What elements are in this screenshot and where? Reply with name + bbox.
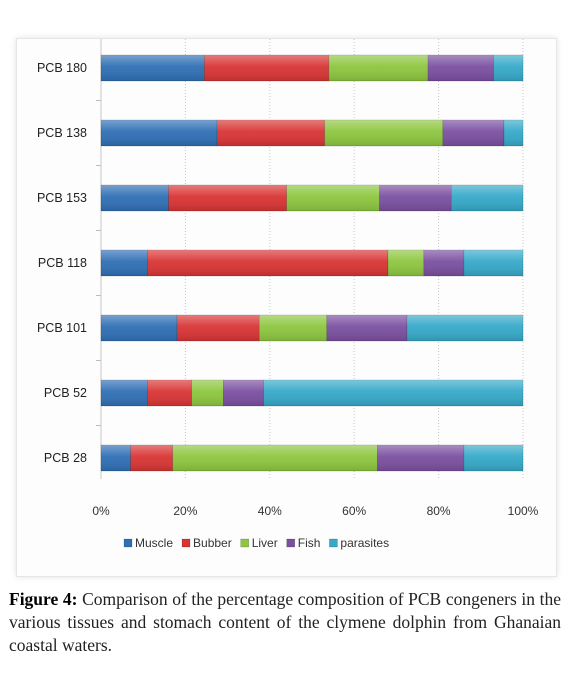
bar-sheen	[406, 315, 523, 341]
legend-label-fish: Fish	[298, 536, 321, 550]
bar-sheen	[101, 445, 131, 471]
legend-swatch-muscle	[123, 538, 133, 548]
bar-sheen	[130, 445, 173, 471]
bar-sheen	[147, 380, 192, 406]
legend-label-liver: Liver	[252, 536, 278, 550]
category-label: PCB 28	[44, 451, 87, 465]
bar-sheen	[451, 185, 523, 211]
x-tick-label: 40%	[258, 504, 282, 518]
chart-frame: PCB 180 PCB 138 PCB 153 PCB 118 PCB 101 PCB 5…	[16, 38, 557, 577]
bar-sheen	[377, 445, 464, 471]
bar-sheen	[259, 315, 327, 341]
legend-swatch-parasites	[329, 538, 338, 548]
x-tick-label: 60%	[342, 504, 366, 518]
bar-sheen	[101, 380, 148, 406]
bar-sheen	[101, 120, 218, 146]
bar-sheen	[204, 55, 329, 81]
legend-label-bubber: Bubber	[193, 536, 232, 550]
bar-sheen	[217, 120, 325, 146]
bar-sheen	[172, 445, 378, 471]
legend-swatch-liver	[240, 538, 249, 548]
x-axis-ticks: 0% 20% 40% 60% 80% 100%	[92, 504, 538, 518]
category-label: PCB 153	[37, 191, 87, 205]
bar-sheen	[463, 445, 523, 471]
bar-sheen	[176, 315, 260, 341]
category-label: PCB 118	[38, 256, 87, 270]
legend: Muscle Bubber Liver Fish parasites	[123, 536, 389, 550]
category-label: PCB 180	[37, 61, 87, 75]
stacked-bar-chart: PCB 180 PCB 138 PCB 153 PCB 118 PCB 101 PCB 5…	[37, 39, 539, 550]
bar-sheen	[101, 315, 177, 341]
category-label: PCB 138	[37, 126, 87, 140]
x-tick-label: 100%	[508, 504, 539, 518]
bar-sheen	[493, 55, 523, 81]
bar-sheen	[379, 185, 452, 211]
bar-sheen	[428, 55, 494, 81]
bar-sheen	[328, 55, 429, 81]
bar-sheen	[101, 55, 205, 81]
bar-sheen	[387, 250, 424, 276]
bar-sheen	[101, 250, 148, 276]
bar-sheen	[423, 250, 464, 276]
bar-sheen	[168, 185, 287, 211]
bar-sheen	[324, 120, 443, 146]
legend-swatch-bubber	[181, 538, 191, 548]
bar-sheen	[191, 380, 224, 406]
caption-text: Comparison of the percentage composition…	[9, 589, 561, 655]
x-tick-label: 20%	[173, 504, 197, 518]
bar-sheen	[326, 315, 407, 341]
bar-sheen	[263, 380, 523, 406]
category-label: PCB 101	[37, 321, 87, 335]
bar-sheen	[223, 380, 264, 406]
bar-sheen	[504, 120, 523, 146]
legend-label-muscle: Muscle	[135, 536, 173, 550]
bars	[100, 54, 524, 472]
x-tick-label: 0%	[92, 504, 110, 518]
category-labels: PCB 180 PCB 138 PCB 153 PCB 118 PCB 101 PCB 5…	[37, 61, 87, 465]
figure-label: Figure 4:	[9, 589, 78, 609]
legend-label-parasites: parasites	[340, 536, 389, 550]
bar-sheen	[442, 120, 505, 146]
figure-caption: Figure 4: Comparison of the percentage c…	[9, 588, 561, 657]
legend-swatch-fish	[286, 538, 295, 548]
bar-sheen	[463, 250, 523, 276]
category-label: PCB 52	[44, 386, 87, 400]
bar-sheen	[286, 185, 380, 211]
bar-sheen	[147, 250, 388, 276]
x-tick-label: 80%	[427, 504, 451, 518]
bar-sheen	[101, 185, 169, 211]
